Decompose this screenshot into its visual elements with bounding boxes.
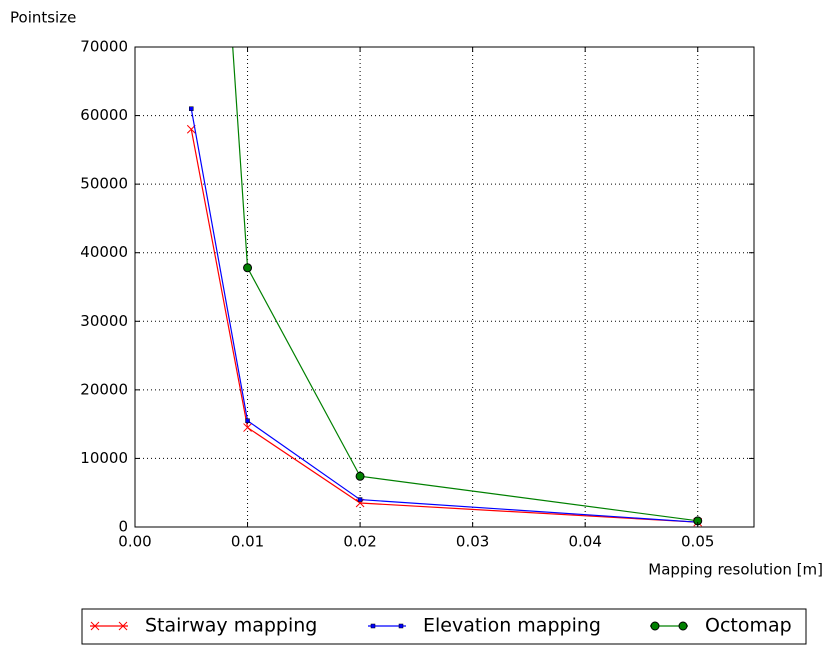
marker — [243, 263, 253, 273]
x-tick-label: 0.01 — [231, 533, 264, 551]
y-tick-label: 10000 — [80, 449, 128, 467]
x-tick-label: 0.02 — [343, 533, 376, 551]
y-tick-label: 70000 — [80, 38, 128, 56]
series-line — [190, 129, 698, 523]
y-axis-label: Pointsize — [10, 9, 76, 27]
legend-marker — [118, 621, 128, 631]
y-tick-label: 20000 — [80, 380, 128, 398]
marker — [355, 471, 365, 481]
legend-label: Octomap — [705, 615, 792, 637]
y-tick-label: 30000 — [80, 312, 128, 330]
y-tick-label: 60000 — [80, 106, 128, 124]
marker — [243, 423, 252, 432]
x-tick-label: 0.00 — [118, 533, 151, 551]
marker — [357, 497, 363, 502]
y-tick-label: 40000 — [80, 243, 128, 261]
x-tick-label: 0.03 — [456, 533, 489, 551]
legend-marker — [370, 623, 376, 629]
marker — [189, 106, 194, 111]
legend-marker — [90, 621, 100, 631]
x-axis-label: Mapping resolution [m] — [648, 561, 823, 579]
legend-label: Elevation mapping — [423, 615, 601, 637]
x-tick-label: 0.05 — [681, 533, 714, 551]
legend-marker — [650, 621, 660, 631]
marker — [245, 418, 250, 423]
legend-marker — [678, 621, 688, 631]
plot-frame — [134, 46, 755, 528]
series-line — [190, 108, 698, 523]
legend-marker — [398, 623, 404, 629]
plot-area — [186, 47, 703, 527]
legend-label: Stairway mapping — [145, 615, 317, 637]
x-tick-label: 0.04 — [568, 533, 601, 551]
y-tick-label: 0 — [118, 518, 128, 536]
series-line — [232, 47, 698, 522]
y-tick-label: 50000 — [80, 175, 128, 193]
